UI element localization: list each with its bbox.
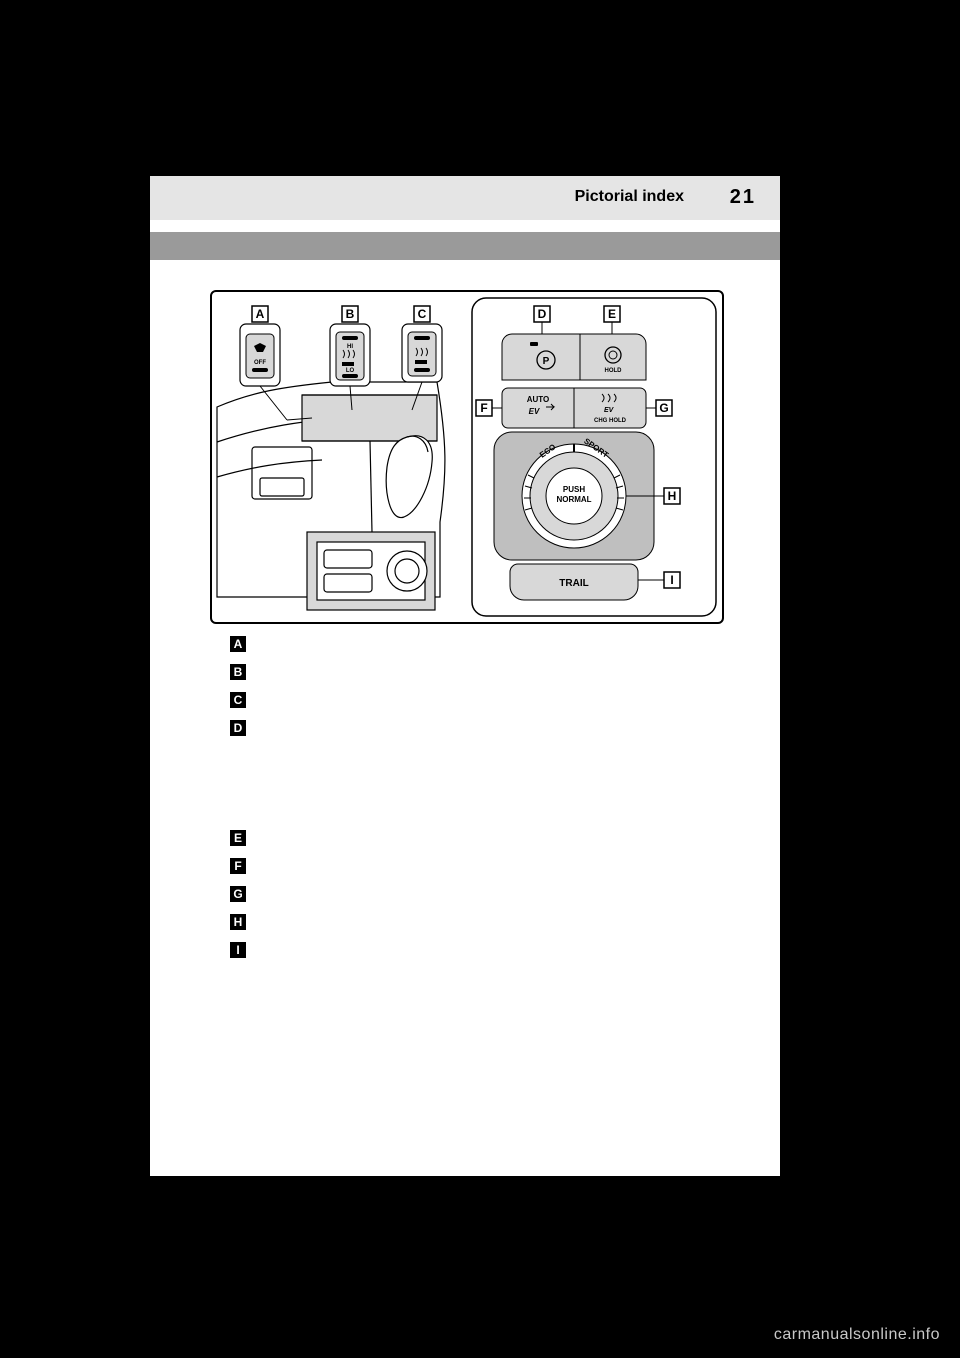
legend-i: I (236, 943, 239, 957)
legend-b: B (234, 665, 243, 679)
icon-b-lo-label: LO (346, 368, 355, 374)
page-number: 21 (730, 186, 756, 209)
legend-g: G (233, 887, 242, 901)
section-title: Pictorial index (575, 188, 684, 206)
ev-label: EV (529, 407, 540, 416)
legend-c: C (234, 693, 243, 707)
legend-e: E (234, 831, 242, 845)
trail-label: TRAIL (559, 578, 588, 589)
legend-d: D (234, 721, 243, 735)
parking-p-label: P (543, 356, 550, 367)
ev-label-2: EV (604, 407, 615, 414)
callout-e-label: E (608, 307, 616, 321)
icon-a-box: OFF (240, 324, 280, 386)
callout-h-label: H (668, 489, 677, 503)
icon-b-box: HI LO (330, 324, 370, 386)
chg-hold-label: CHG HOLD (594, 418, 627, 424)
legend-h: H (234, 915, 243, 929)
document-sheet: Pictorial index 21 (150, 176, 780, 1176)
sub-band (150, 232, 780, 260)
auto-label: AUTO (527, 395, 550, 404)
dial-normal-label: NORMAL (556, 495, 591, 504)
console-sketch (217, 382, 445, 610)
icon-b-hi-label: HI (347, 344, 353, 350)
callout-f-label: F (480, 401, 487, 415)
legend-f: F (234, 859, 241, 873)
callout-b-label: B (346, 307, 355, 321)
callout-a-label: A (256, 307, 265, 321)
callout-d-label: D (538, 307, 547, 321)
callout-i-label: I (670, 573, 673, 587)
header-band (150, 176, 780, 220)
callout-c-label: C (418, 307, 427, 321)
legend-a: A (234, 637, 243, 651)
legend-list: A B C D E F G H I (228, 634, 258, 974)
watermark: carmanualsonline.info (774, 1326, 940, 1344)
page-root: Pictorial index 21 (0, 0, 960, 1358)
right-control-panel: P HOLD AUTO EV (472, 298, 716, 616)
hold-label: HOLD (605, 368, 623, 374)
callout-g-label: G (659, 401, 668, 415)
icon-a-off-label: OFF (254, 360, 266, 366)
dial-push-label: PUSH (563, 485, 585, 494)
icon-c-box (402, 324, 442, 382)
pictorial-figure: OFF A HI (210, 290, 724, 624)
